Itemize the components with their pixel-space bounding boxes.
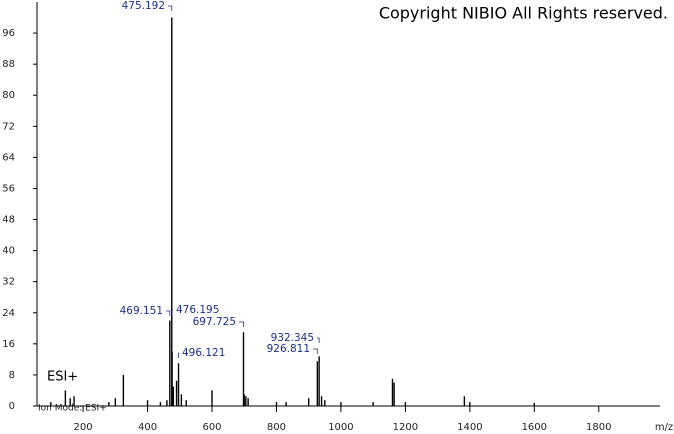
peak-label: 476.195 xyxy=(176,304,219,316)
x-tick-label: 1800 xyxy=(586,422,611,433)
x-tick-label: 800 xyxy=(267,422,286,433)
y-tick-label: 88 xyxy=(2,59,15,70)
y-tick-label: 64 xyxy=(2,152,15,163)
footer: Ion Mode: ESI+ xyxy=(38,404,107,414)
peak-label: 926.811 xyxy=(267,343,310,355)
x-axis-label: m/z xyxy=(655,422,673,433)
x-tick-label: 1400 xyxy=(457,422,482,433)
peak-label: 932.345 xyxy=(271,332,314,344)
y-tick-label: 16 xyxy=(2,339,15,350)
peak-label: 496.121 xyxy=(182,347,225,359)
watermark: Copyright NIBIO All Rights reserved. xyxy=(379,4,668,23)
label-connector xyxy=(166,310,171,316)
label-connector xyxy=(313,348,318,354)
label-connector xyxy=(171,309,173,315)
label-connector xyxy=(317,337,320,343)
peak-label: 475.192 xyxy=(122,0,165,12)
y-tick-label: 56 xyxy=(2,183,15,194)
y-tick-label: 0 xyxy=(9,401,15,412)
mode-label: ESI+ xyxy=(47,370,78,385)
x-tick-label: 600 xyxy=(202,422,221,433)
y-tick-label: 40 xyxy=(2,246,15,257)
y-tick-label: 32 xyxy=(2,277,15,288)
x-tick-label: 1600 xyxy=(522,422,547,433)
peak-label: 697.725 xyxy=(193,316,236,328)
peak-label: 469.151 xyxy=(120,305,163,317)
y-tick-label: 8 xyxy=(9,370,15,381)
x-tick-label: 400 xyxy=(138,422,157,433)
x-tick-label: 200 xyxy=(74,422,93,433)
y-tick-label: 80 xyxy=(2,90,15,101)
label-connector xyxy=(239,321,244,327)
y-tick-label: 72 xyxy=(2,121,15,132)
label-connector xyxy=(168,5,173,11)
y-tick-label: 48 xyxy=(2,215,15,226)
y-tick-label: 24 xyxy=(2,308,15,319)
x-tick-label: 1200 xyxy=(393,422,418,433)
x-tick-label: 1000 xyxy=(328,422,353,433)
y-tick-label: 96 xyxy=(2,28,15,39)
